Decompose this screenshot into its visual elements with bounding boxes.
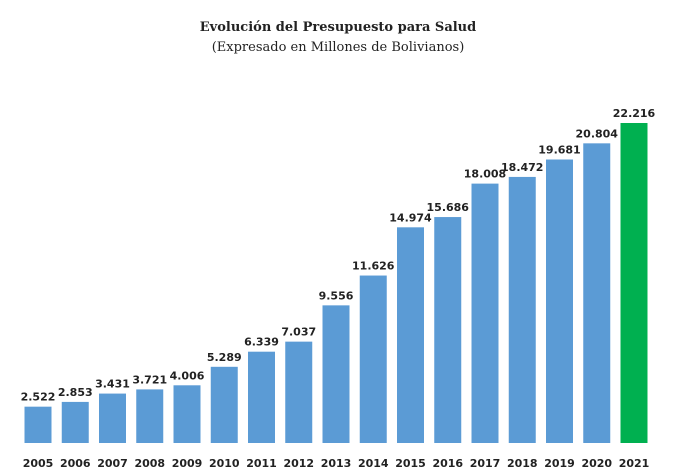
data-label-2006: 2.853	[58, 386, 93, 399]
data-label-2020: 20.804	[576, 127, 619, 140]
x-tick-label: 2009	[172, 457, 203, 470]
x-tick-label: 2007	[97, 457, 128, 470]
bar-2009	[173, 385, 201, 443]
bar-2018	[508, 176, 536, 443]
bar-2010	[210, 366, 238, 443]
bar-2015	[397, 227, 424, 443]
data-label-2021: 22.216	[613, 107, 656, 120]
data-label-2007: 3.431	[95, 378, 130, 391]
data-label-2019: 19.681	[538, 144, 580, 157]
data-label-2017: 18.008	[464, 168, 506, 181]
data-label-2014: 11.626	[352, 260, 395, 273]
bar-2006	[61, 401, 89, 443]
bar-2005	[24, 406, 52, 443]
x-tick-label: 2011	[246, 457, 277, 470]
data-label-2008: 3.721	[132, 373, 167, 386]
data-label-2018: 18.472	[501, 161, 543, 174]
bar-2017	[471, 183, 499, 443]
bar-2008	[136, 389, 164, 443]
data-label-2005: 2.522	[21, 391, 56, 404]
bar-2019	[546, 159, 573, 443]
x-tick-label: 2015	[395, 457, 426, 470]
x-tick-label: 2008	[134, 457, 165, 470]
bar-2012	[285, 341, 313, 443]
bar-2014	[359, 275, 387, 443]
data-label-2011: 6.339	[244, 336, 279, 349]
x-tick-label: 2006	[60, 457, 91, 470]
x-tick-label: 2020	[581, 457, 612, 470]
bar-2020	[583, 143, 611, 443]
x-tick-label: 2012	[283, 457, 314, 470]
x-tick-label: 2010	[209, 457, 240, 470]
data-label-2016: 15.686	[427, 201, 470, 214]
data-label-2013: 9.556	[319, 289, 354, 302]
data-label-2012: 7.037	[281, 326, 316, 339]
data-label-2015: 14.974	[389, 211, 432, 224]
data-label-2010: 5.289	[207, 351, 242, 364]
chart-title: Evolución del Presupuesto para Salud	[199, 20, 477, 35]
bar-2013	[322, 305, 350, 443]
bar-2021	[620, 123, 648, 443]
x-tick-label: 2013	[321, 457, 352, 470]
bar-2007	[99, 393, 126, 443]
x-tick-label: 2018	[507, 457, 538, 470]
x-tick-label: 2014	[358, 457, 389, 470]
x-tick-label: 2019	[544, 457, 575, 470]
data-label-2009: 4.006	[170, 369, 205, 382]
x-tick-label: 2016	[432, 457, 463, 470]
chart-subtitle: (Expresado en Millones de Bolivianos)	[211, 40, 465, 55]
x-tick-label: 2017	[470, 457, 501, 470]
x-tick-label: 2005	[23, 457, 54, 470]
x-tick-label: 2021	[619, 457, 650, 470]
bar-2016	[434, 217, 462, 443]
bar-2011	[248, 351, 275, 443]
